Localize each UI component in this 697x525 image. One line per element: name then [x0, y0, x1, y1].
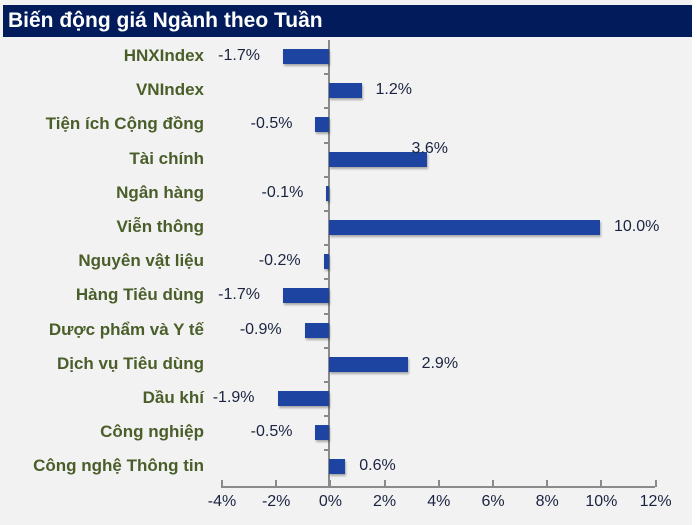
category-label: VNIndex — [135, 80, 204, 100]
x-tick-label: 0% — [318, 493, 342, 510]
category-tick — [324, 380, 329, 383]
x-tick — [221, 480, 223, 487]
category-tick — [324, 107, 329, 110]
bar — [329, 356, 408, 372]
category-label: Công nghiệp — [100, 422, 204, 442]
category-tick — [324, 175, 329, 178]
category-tick — [324, 209, 329, 212]
x-tick — [600, 480, 603, 487]
x-tick — [546, 480, 549, 487]
category-label: Công nghệ Thông tin — [33, 456, 204, 476]
x-tick-label: 8% — [535, 493, 559, 510]
x-tick-label: 6% — [481, 493, 505, 510]
bar — [326, 185, 329, 201]
category-label: Tiện ích Cộng đồng — [45, 114, 204, 134]
value-label: -0.1% — [261, 183, 304, 201]
bar — [304, 322, 329, 338]
value-label: 3.6% — [411, 139, 449, 157]
value-label: -0.5% — [250, 115, 293, 133]
category-label: Nguyên vật liệu — [78, 251, 204, 271]
x-tick — [383, 480, 386, 487]
value-label: -0.5% — [250, 423, 293, 441]
bar — [329, 151, 427, 167]
x-tick — [329, 480, 332, 487]
category-label: Dược phẩm và Y tế — [48, 319, 204, 339]
x-tick-label: 2% — [373, 493, 397, 510]
value-label: -1.9% — [212, 389, 255, 406]
x-tick — [437, 480, 440, 487]
category-label: HNXIndex — [123, 46, 204, 65]
category-tick — [324, 73, 329, 76]
y-axis-line — [328, 40, 330, 488]
x-tick-label: 4% — [427, 493, 451, 510]
bar — [315, 425, 329, 441]
value-label: 10.0% — [614, 218, 660, 235]
category-label: Dịch vụ Tiêu dùng — [56, 353, 204, 373]
category-tick — [324, 346, 329, 349]
bar — [329, 220, 600, 235]
category-tick — [324, 415, 329, 418]
value-label: -1.7% — [218, 47, 260, 64]
category-label: Viễn thông — [116, 217, 204, 236]
bar — [282, 288, 329, 304]
x-axis-line — [221, 486, 655, 488]
category-label: Ngân hàng — [116, 182, 204, 202]
x-tick-label: -2% — [261, 493, 291, 510]
bar — [282, 49, 329, 64]
x-tick — [275, 480, 278, 487]
category-tick — [324, 449, 329, 452]
bar — [329, 459, 346, 475]
bar — [323, 254, 329, 270]
category-tick — [324, 244, 329, 247]
category-label: Hàng Tiêu dùng — [75, 285, 204, 305]
value-label: 1.2% — [375, 81, 412, 99]
category-label: Tài chính — [129, 148, 204, 168]
category-label: Dầu khí — [142, 388, 204, 407]
bar — [277, 391, 329, 406]
x-tick-label: 10% — [585, 493, 618, 510]
bar — [315, 117, 329, 133]
category-tick — [324, 141, 329, 144]
x-tick-label: 12% — [639, 493, 672, 510]
x-tick-label: -4% — [207, 493, 237, 510]
value-label: -1.7% — [218, 286, 260, 304]
chart-title: Biến động giá Ngành theo Tuần — [3, 5, 692, 37]
value-label: 2.9% — [421, 354, 459, 372]
x-tick — [654, 480, 657, 487]
value-label: -0.2% — [258, 252, 301, 270]
x-tick — [492, 480, 494, 487]
category-tick — [324, 278, 329, 281]
value-label: -0.9% — [239, 320, 282, 338]
category-tick — [324, 312, 329, 315]
value-label: 0.6% — [359, 457, 396, 475]
bar — [329, 83, 362, 99]
